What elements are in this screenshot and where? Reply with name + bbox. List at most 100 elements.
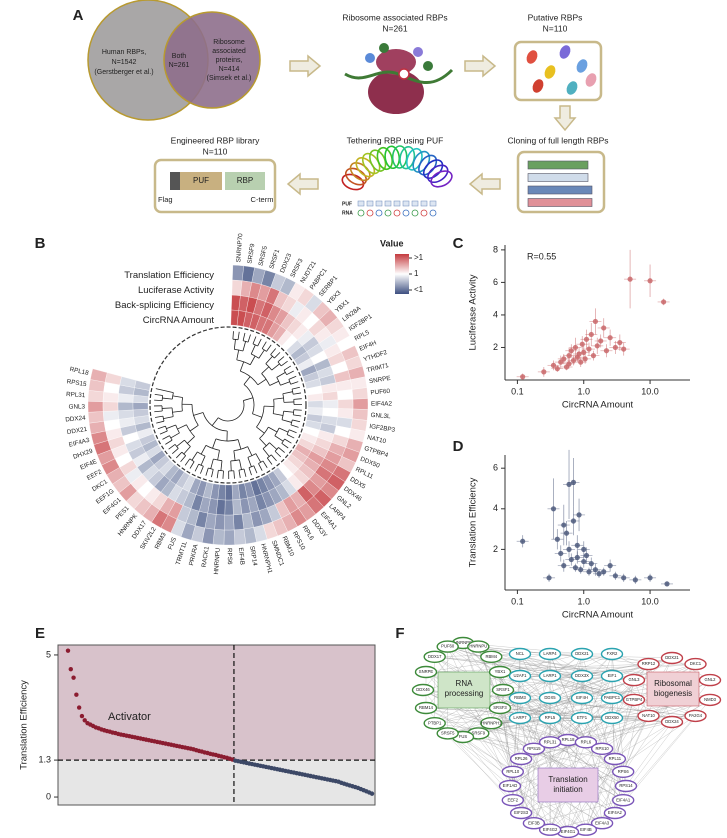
flag-tag	[170, 172, 180, 190]
point	[612, 344, 618, 351]
dendrogram-branch	[290, 381, 299, 385]
network-edge	[462, 642, 535, 749]
puf-box	[402, 200, 410, 207]
dendrogram-branch	[233, 450, 236, 461]
network-edge	[462, 736, 624, 773]
dendrogram-arc	[288, 379, 292, 385]
dendrogram-branch	[266, 344, 272, 352]
rbp-dot	[423, 61, 433, 71]
puf-repeat	[427, 164, 449, 184]
network-edge	[447, 646, 613, 699]
point	[590, 353, 597, 359]
dendrogram-branch	[237, 331, 240, 340]
dendrogram-branch	[166, 424, 176, 429]
dendrogram-branch	[288, 375, 297, 380]
network-edge	[549, 675, 613, 743]
gene-label: PRKRA	[188, 543, 200, 566]
network-node	[570, 711, 594, 725]
network-node	[698, 673, 722, 687]
dendrogram-branch	[239, 459, 242, 470]
network-node	[522, 742, 546, 755]
x-axis-label: CircRNA Amount	[562, 400, 634, 411]
dendrogram-branch	[243, 376, 251, 385]
point	[568, 556, 574, 563]
dendrogram-branch	[268, 426, 278, 433]
point	[582, 356, 588, 362]
point	[578, 567, 584, 573]
gene-label: DDX21	[66, 426, 88, 436]
network-node	[414, 701, 438, 715]
gene-label: HNRNPU	[213, 547, 222, 575]
network-edge	[447, 646, 511, 787]
dendrogram-branch	[232, 331, 234, 340]
node-label: DKC1	[690, 661, 702, 666]
dendrogram-branch	[253, 465, 258, 474]
dendrogram-branch	[265, 356, 273, 364]
point	[581, 349, 587, 355]
rbp-domain	[225, 172, 265, 190]
node-label: EIF4G1	[561, 829, 576, 834]
point	[647, 575, 653, 581]
node-label: LARP4	[543, 651, 557, 656]
y-tick-label: 6	[493, 277, 498, 287]
network-edge	[549, 742, 627, 787]
node-label: DDX50	[605, 715, 619, 720]
point	[520, 538, 526, 544]
network-node	[411, 683, 435, 697]
network-edge	[499, 707, 551, 743]
node-label: GTPBP4	[626, 697, 643, 702]
y-tick-label: 4	[493, 503, 498, 513]
node-label: U2AF1	[513, 673, 527, 678]
y-axis-label: Luciferase Activity	[468, 274, 479, 350]
network-node	[538, 823, 562, 836]
venn-label: (Simsek et al.)	[207, 75, 252, 82]
point	[566, 546, 572, 552]
cluster-box	[537, 767, 599, 803]
dendrogram-branch	[200, 466, 204, 474]
network-edge	[519, 697, 583, 719]
network-edge	[549, 675, 613, 699]
heatmap-cell	[352, 408, 369, 421]
network-node	[600, 711, 624, 725]
dendrogram-branch	[162, 397, 173, 400]
dendrogram-branch	[154, 410, 163, 413]
dendrogram-branch	[252, 413, 263, 418]
dendrogram-branch	[216, 470, 219, 479]
point	[607, 335, 613, 341]
node-label: RPL26	[515, 756, 528, 761]
y-axis-label: Translation Efficiency	[468, 477, 479, 567]
dendrogram-branch	[282, 391, 293, 395]
plot-frame	[57, 644, 376, 806]
dendrogram-branch	[283, 365, 292, 371]
network-node	[538, 711, 562, 725]
node-label: LARP1	[543, 673, 557, 678]
dendrogram-branch	[191, 451, 198, 461]
gene-label: EIF4B	[237, 547, 246, 565]
node-label: RBM14	[419, 705, 434, 710]
node-label: YBX1	[495, 669, 506, 674]
point	[576, 512, 582, 518]
mrna	[344, 68, 454, 85]
venn-label: (Gerstberger et al.)	[94, 69, 153, 76]
network-edge	[447, 646, 501, 673]
cluster-label: initiation	[553, 785, 582, 794]
dendrogram-branch	[280, 381, 290, 386]
dendrogram-branch	[193, 412, 204, 416]
rbp-dot	[365, 53, 375, 63]
puf-domain	[180, 172, 222, 190]
point	[570, 518, 577, 524]
network-node	[612, 794, 635, 807]
point	[74, 692, 79, 697]
dendrogram-branch	[172, 395, 183, 398]
dendrogram-branch	[233, 470, 235, 479]
protein-blob	[526, 50, 538, 64]
point	[554, 536, 560, 542]
network-edge	[519, 697, 624, 801]
node-label: PUF60	[441, 644, 455, 649]
rna-base	[411, 209, 419, 217]
y-tick-label: 0	[46, 791, 51, 801]
node-label: NAT10	[642, 713, 655, 718]
dendrogram-branch	[262, 448, 270, 457]
gene-label: SRP14	[248, 545, 258, 566]
point	[79, 713, 85, 719]
